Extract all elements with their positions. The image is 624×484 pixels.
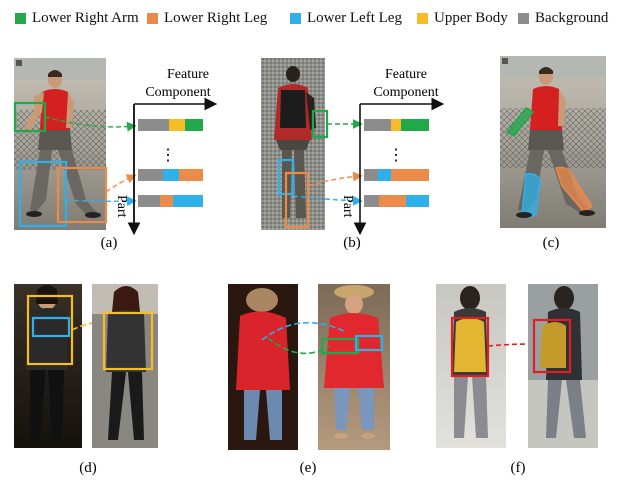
feature-bars-a	[138, 119, 203, 207]
panel-e-photo-1	[228, 284, 298, 450]
panel-label-a: (a)	[101, 235, 118, 251]
bar-segment-background	[364, 195, 379, 207]
feature-label-a-line2: Component	[145, 85, 210, 100]
box-lower-left-leg	[31, 316, 71, 338]
feature-label-a-line1: Feature	[167, 67, 209, 82]
bar-segment-lower-left-leg	[163, 169, 179, 181]
legend-label: Lower Right Leg	[164, 9, 268, 26]
bar-segment-background	[138, 169, 163, 181]
panel-label-f: (f)	[511, 460, 526, 476]
feature-label-b-line1: Feature	[385, 67, 427, 82]
legend: Lower Right Arm Lower Right Leg Lower Le…	[0, 0, 624, 36]
box-lower-right-leg	[56, 166, 108, 224]
legend-swatch-blue	[290, 12, 301, 24]
bar-segment-background	[364, 169, 378, 181]
bar-segment-lower-left-leg	[406, 195, 429, 207]
box-backpack	[450, 316, 490, 378]
bar-segment-upper-body	[169, 119, 185, 131]
legend-item-background: Background	[518, 8, 608, 28]
legend-label: Upper Body	[434, 9, 508, 26]
panel-f-photo-2	[528, 284, 598, 448]
legend-label: Lower Right Arm	[32, 9, 139, 26]
arrow-right-leg-to-feature	[105, 174, 137, 193]
panel-label-b: (b)	[343, 235, 361, 251]
panel-d-photo-1	[14, 284, 82, 448]
bar-segment-background	[364, 119, 391, 131]
panel-label-d: (d)	[79, 460, 97, 476]
box-lower-right-leg	[284, 171, 310, 229]
panel-a-photo	[13, 58, 108, 230]
bar-segment-background	[138, 119, 169, 131]
panel-label-c: (c)	[543, 235, 560, 251]
bar-segment-lower-right-arm	[185, 119, 203, 131]
part-label-a: Part	[114, 195, 129, 218]
legend-label: Background	[535, 9, 609, 26]
arrow-left-leg-to-feature	[65, 196, 137, 207]
box-lower-left-leg	[354, 334, 384, 352]
legend-swatch-gray	[518, 12, 529, 24]
link-lower-left-leg	[261, 321, 347, 341]
box-upper-body	[102, 311, 154, 371]
region-lower-right-leg	[555, 166, 594, 214]
axes-a: Feature Component Part ⋮	[114, 67, 218, 236]
arrow-left-leg-to-feature	[292, 195, 363, 206]
legend-item-lower-right-arm: Lower Right Arm	[15, 8, 139, 28]
legend-label: Lower Left Leg	[307, 9, 402, 26]
ellipsis-a: ⋮	[160, 147, 176, 164]
bar-segment-lower-right-leg	[391, 169, 429, 181]
bar-segment-lower-right-leg	[179, 169, 203, 181]
panel-d-photo-2	[92, 284, 158, 448]
legend-item-lower-right-leg: Lower Right Leg	[147, 8, 267, 28]
bar-segment-lower-right-leg	[379, 195, 406, 207]
bar-segment-lower-right-arm	[401, 119, 429, 131]
region-lower-right-arm	[505, 107, 535, 137]
bar-segment-background	[138, 195, 160, 207]
ellipsis-b: ⋮	[388, 147, 404, 164]
arrow-right-leg-to-feature	[307, 171, 363, 187]
feature-bars-b	[364, 119, 429, 207]
panel-e-photo-2	[318, 284, 390, 450]
legend-item-lower-left-leg: Lower Left Leg	[290, 8, 402, 28]
box-lower-right-arm	[320, 337, 360, 355]
feature-label-b-line2: Component	[373, 85, 438, 100]
panel-f-photo-1	[436, 284, 506, 448]
legend-swatch-orange	[147, 12, 158, 24]
legend-swatch-yellow	[417, 12, 428, 24]
box-backpack	[532, 318, 572, 374]
panel-label-e: (e)	[300, 460, 317, 476]
bar-segment-lower-right-leg	[160, 195, 173, 207]
part-label-b: Part	[340, 195, 355, 218]
box-lower-left-leg	[18, 160, 68, 228]
bar-segment-lower-left-leg	[378, 169, 391, 181]
panel-b-photo	[261, 58, 329, 230]
legend-swatch-green	[15, 12, 26, 24]
axes-b: Feature Component Part ⋮	[340, 67, 445, 236]
bar-segment-lower-left-leg	[173, 195, 203, 207]
bar-segment-upper-body	[391, 119, 401, 131]
arrow-arm-to-feature	[44, 116, 137, 132]
panel-c-photo	[500, 56, 606, 228]
legend-item-upper-body: Upper Body	[417, 8, 508, 28]
